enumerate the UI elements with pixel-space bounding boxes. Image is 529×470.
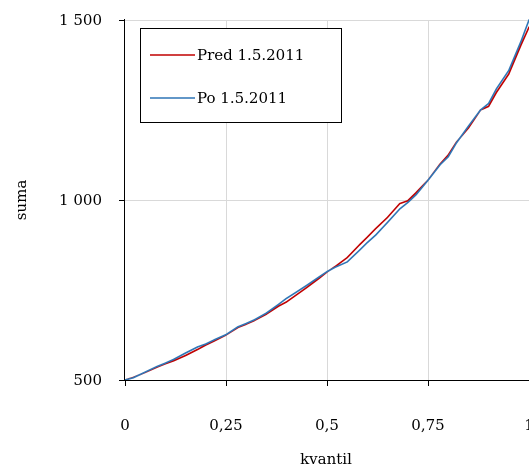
series-line-po	[124, 19, 529, 381]
x-tick-label: 0,25	[209, 416, 242, 434]
x-tick-label: 1	[524, 416, 529, 434]
y-tick-label: 1 500	[59, 11, 102, 29]
y-tick-label: 1 000	[59, 191, 102, 209]
y-tick-label: 500	[73, 371, 102, 389]
legend-label-pred: Pred 1.5.2011	[197, 46, 304, 64]
ticks: 0 0,25 0,5 0,75 1 500 1 000 1 500	[59, 11, 529, 434]
axes	[124, 19, 529, 381]
legend-label-po: Po 1.5.2011	[197, 89, 287, 107]
x-tick-label: 0,5	[315, 416, 339, 434]
series-lines	[124, 19, 529, 381]
x-tick-label: 0	[120, 416, 130, 434]
legend-box	[140, 28, 342, 123]
x-tick-label: 0,75	[411, 416, 444, 434]
legend-item-po: Po 1.5.2011	[150, 89, 287, 107]
legend-item-pred: Pred 1.5.2011	[150, 46, 304, 64]
y-axis-label: suma	[12, 180, 30, 221]
legend: Pred 1.5.2011 Po 1.5.2011	[140, 28, 342, 123]
x-axis-label: kvantil	[300, 450, 352, 468]
